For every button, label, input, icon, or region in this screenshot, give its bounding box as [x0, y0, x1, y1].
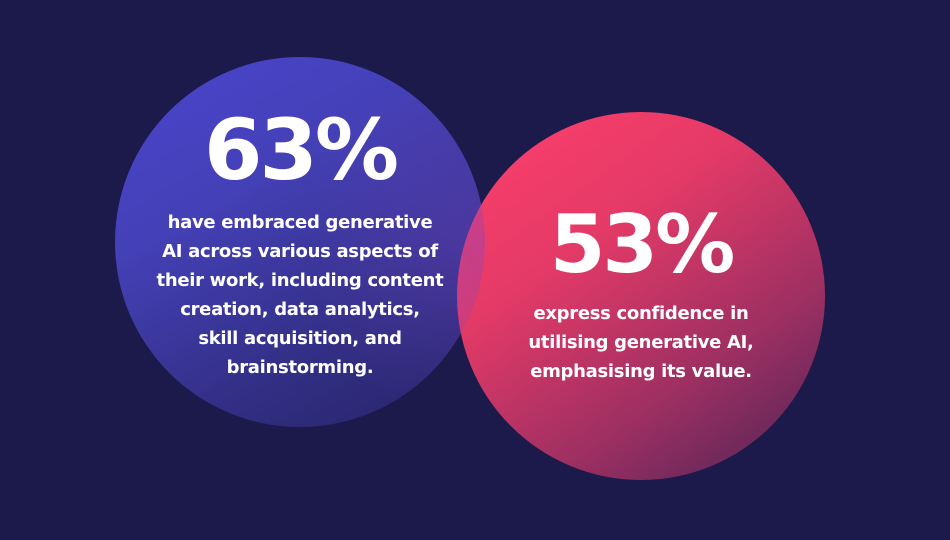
stat-description-line: their work, including content — [156, 270, 444, 291]
stat-description-line: skill acquisition, and — [198, 328, 402, 349]
stat-description-embraced: have embraced generative AI across vario… — [143, 208, 458, 382]
stat-description-line: brainstorming. — [226, 357, 374, 378]
stat-description-line: utilising generative AI, — [528, 332, 754, 353]
stat-description-line: have embraced generative — [167, 212, 433, 233]
stat-description-line: creation, data analytics, — [180, 299, 420, 320]
stat-value-embraced: 63% — [203, 101, 399, 199]
stat-value-confidence: 53% — [549, 198, 735, 291]
red-stat-circle — [457, 112, 825, 480]
blue-stat-circle — [115, 57, 485, 427]
stat-description-line: AI across various aspects of — [162, 241, 438, 262]
stat-description-confidence: express confidence in utilising generati… — [511, 299, 771, 386]
stat-description-line: express confidence in — [533, 303, 749, 324]
stat-block-confidence: 53% express confidence in utilising gene… — [497, 205, 785, 386]
stat-block-embraced: 63% have embraced generative AI across v… — [135, 108, 465, 382]
stat-description-line: emphasising its value. — [530, 361, 752, 382]
